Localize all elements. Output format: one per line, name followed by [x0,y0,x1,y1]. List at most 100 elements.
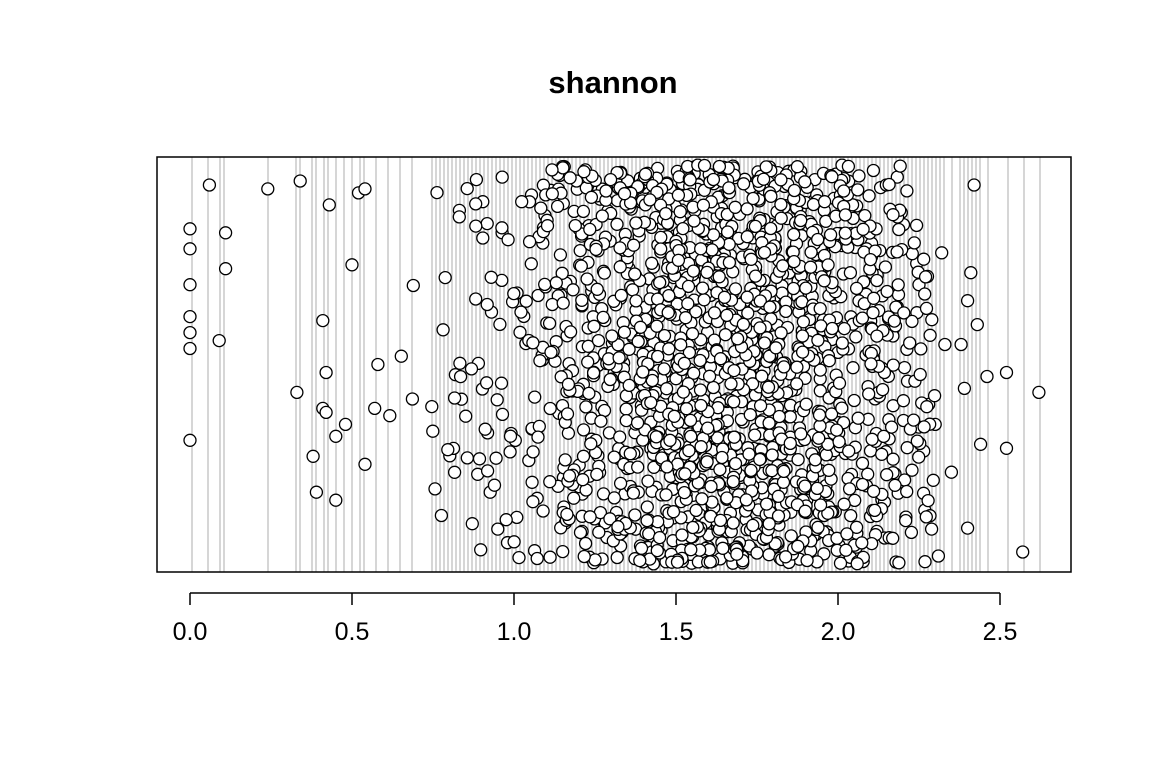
data-point [619,402,633,416]
data-point [218,262,233,276]
data-point [925,313,939,327]
data-point [526,336,540,350]
data-point [574,259,588,273]
data-point [847,393,861,408]
data-point [759,160,773,174]
data-point [623,196,638,210]
data-point [586,366,601,380]
data-point [813,363,827,377]
data-point [553,248,568,262]
data-point [591,333,606,348]
data-point [579,400,593,414]
data-point [905,314,919,329]
data-point [584,437,598,451]
data-point [641,474,655,488]
data-point [905,463,919,477]
data-point [748,219,763,234]
data-point [914,342,928,356]
data-point [515,195,529,209]
data-point [478,422,492,436]
data-point [503,429,518,443]
data-point [944,465,959,479]
data-point [662,342,676,356]
data-point [742,447,756,461]
data-point [556,544,570,559]
data-point [563,171,577,185]
data-point [851,411,865,425]
data-point [290,385,304,400]
data-point [636,365,650,379]
data-point [728,200,742,214]
data-point [487,478,502,492]
data-point [796,315,811,329]
data-point [652,530,667,545]
data-point [651,349,665,364]
data-point [919,301,934,316]
data-point [842,482,857,496]
data-point [999,441,1014,455]
data-point [813,498,828,512]
data-point [771,509,786,523]
data-point [817,274,831,288]
data-point [787,183,802,198]
data-point [682,444,696,458]
data-point [441,443,455,457]
data-point [607,491,621,505]
data-point [855,477,870,492]
data-point [684,543,698,557]
data-point [867,291,881,305]
data-point [674,338,688,352]
data-point [926,473,940,487]
data-point [920,400,934,414]
data-point [740,290,754,304]
data-point [358,182,372,196]
data-point [576,423,591,437]
data-point [791,539,805,553]
data-point [931,549,946,563]
data-point [671,188,686,202]
data-point [813,419,827,433]
data-point [650,543,664,558]
data-point [880,468,894,482]
data-point [261,182,275,196]
data-point [701,421,715,435]
data-point [924,522,939,536]
data-point [841,159,856,174]
data-point [720,308,734,323]
data-point [524,257,538,271]
data-point [695,281,710,295]
data-point [791,452,805,467]
data-point [891,278,905,292]
data-point [957,381,972,396]
data-point [657,362,671,376]
data-point [888,478,902,492]
data-point [677,356,692,370]
data-point [727,395,741,409]
data-point [875,447,889,461]
data-point [644,395,658,410]
data-point [430,185,444,200]
data-point [459,409,473,423]
data-point [844,508,858,523]
data-point [784,529,798,543]
data-point [774,211,788,225]
data-point [590,467,604,482]
data-point [697,293,711,307]
data-point [776,259,790,273]
data-point [900,441,914,455]
data-point [855,536,869,550]
data-point [746,518,760,533]
data-point [694,398,708,413]
data-point [722,255,737,270]
data-point [800,553,814,568]
data-point [762,517,776,531]
data-point [645,256,659,270]
data-point [855,456,870,470]
data-point [633,320,648,334]
data-point [718,328,733,342]
data-point [631,334,645,349]
data-point [870,273,884,288]
data-point [903,336,917,350]
data-point [710,431,725,445]
x-tick-label: 0.5 [335,618,370,646]
